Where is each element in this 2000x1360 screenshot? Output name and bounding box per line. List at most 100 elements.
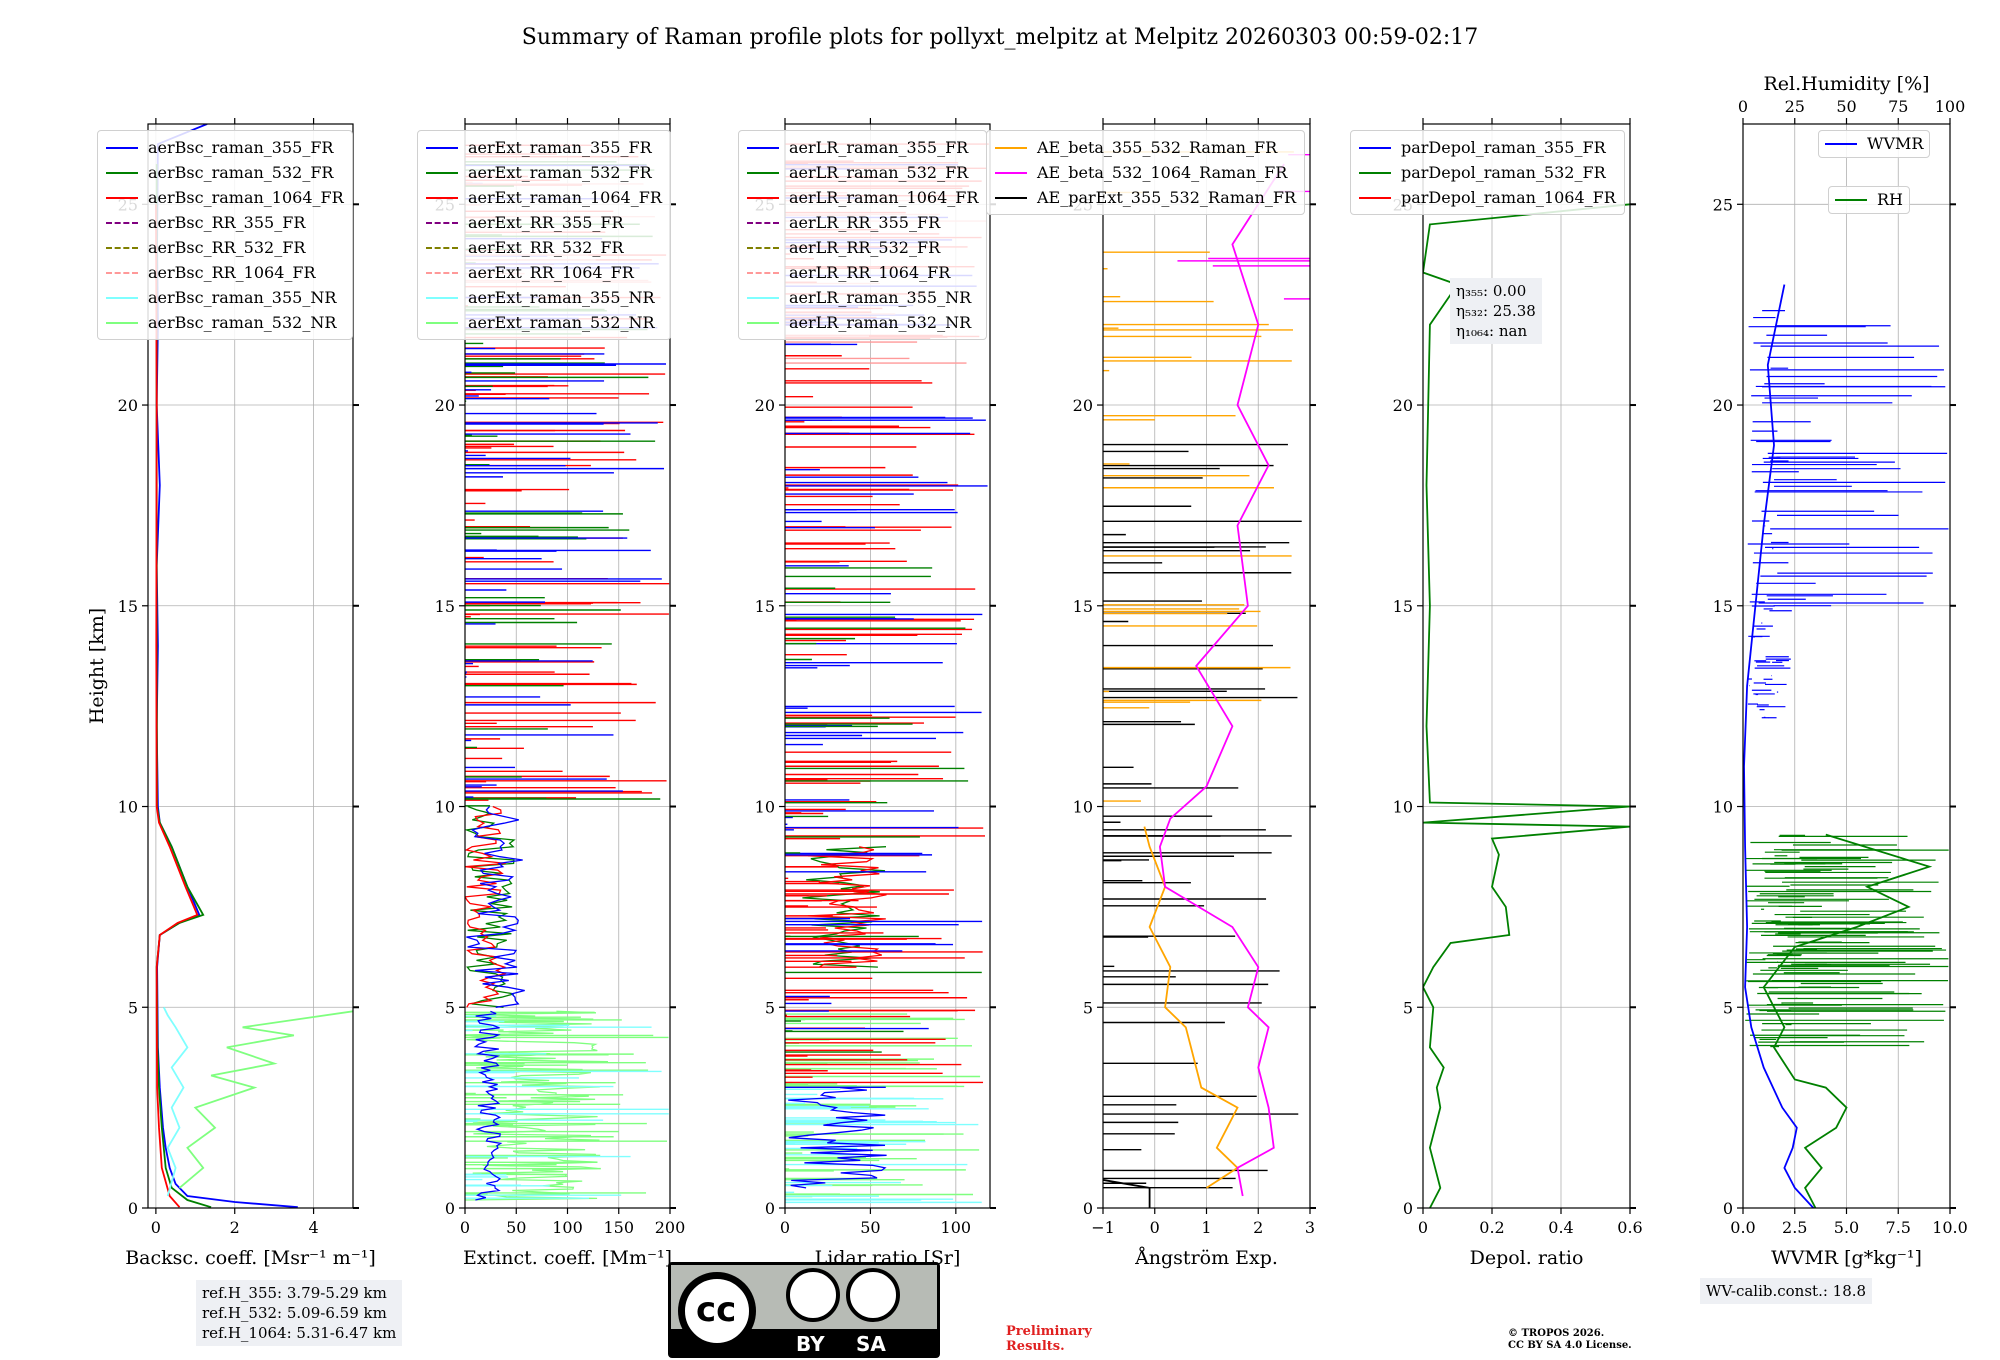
by-label: BY <box>796 1332 825 1356</box>
legend-depol: parDepol_raman_355_FR parDepol_raman_532_… <box>1350 130 1625 215</box>
legend-wvmr: WVMR <box>1818 130 1931 158</box>
legend-label: parDepol_raman_355_FR <box>1401 138 1606 157</box>
x2-tick-label: 25 <box>1785 97 1805 116</box>
y-tick-label: 15 <box>1393 597 1413 616</box>
plot-area-backscatter <box>155 124 353 1208</box>
legend-entry: aerLR_raman_532_NR <box>747 310 978 335</box>
by-person-icon <box>786 1268 840 1322</box>
legend-swatch <box>426 171 458 174</box>
legend-swatch <box>747 221 779 224</box>
legend-entry: aerExt_raman_1064_FR <box>426 185 662 210</box>
legend-entry: aerExt_raman_355_FR <box>426 135 662 160</box>
legend-entry: aerExt_raman_355_NR <box>426 285 662 310</box>
series-aerBsc_raman_1064_FR <box>155 204 199 1208</box>
y-tick-label: 20 <box>755 396 775 415</box>
legend-label: aerLR_raman_532_NR <box>789 313 972 332</box>
legend-label: aerLR_RR_532_FR <box>789 238 941 257</box>
legend-swatch <box>747 246 779 249</box>
legend-entry: aerBsc_raman_355_NR <box>106 285 344 310</box>
x2-tick-label: 100 <box>1935 97 1966 116</box>
x-tick-label: 2.5 <box>1782 1218 1807 1237</box>
x2-tick-label: 75 <box>1888 97 1908 116</box>
y-tick-label: 20 <box>435 396 455 415</box>
legend-entry: parDepol_raman_1064_FR <box>1359 185 1616 210</box>
legend-label: aerBsc_RR_532_FR <box>148 238 306 257</box>
legend-swatch <box>747 146 779 149</box>
legend-label: AE_beta_355_532_Raman_FR <box>1037 138 1278 157</box>
legend-entry: aerLR_raman_532_FR <box>747 160 978 185</box>
legend-entry: AE_beta_355_532_Raman_FR <box>995 135 1296 160</box>
plot-area-depol <box>1423 203 1630 1208</box>
y-tick-label: 0 <box>128 1199 138 1218</box>
x-axis-label-wvmr: WVMR [g*kg⁻¹] <box>1771 1247 1922 1269</box>
legend-swatch <box>106 321 138 324</box>
y-tick-label: 10 <box>1393 798 1413 817</box>
x-tick-label: 200 <box>655 1218 686 1237</box>
legend-label: aerLR_raman_1064_FR <box>789 188 979 207</box>
legend-swatch <box>747 271 779 274</box>
ext-532-fr-mid <box>465 805 516 1008</box>
x-tick-label: 7.5 <box>1886 1218 1911 1237</box>
legend-rh: RH <box>1828 186 1910 214</box>
x-axis-label-backscatter: Backsc. coeff. [Msr⁻¹ m⁻¹] <box>125 1247 376 1269</box>
x-tick-label: 0.6 <box>1617 1218 1642 1237</box>
legend-swatch <box>1359 146 1391 149</box>
legend-lidar-ratio: aerLR_raman_355_FR aerLR_raman_532_FR aerL… <box>738 130 988 340</box>
x-tick-label: 150 <box>603 1218 634 1237</box>
legend-entry: WVMR <box>1825 134 1923 154</box>
y-tick-label: 15 <box>1713 597 1733 616</box>
legend-entry: parDepol_raman_532_FR <box>1359 160 1616 185</box>
series-AE_beta_532_1064_Raman_FR <box>1158 163 1285 1197</box>
y-tick-label: 10 <box>1073 798 1093 817</box>
eta-line: η₁₀₆₄: nan <box>1456 322 1528 340</box>
legend-label: aerBsc_raman_1064_FR <box>148 188 344 207</box>
sa-label: SA <box>856 1332 886 1356</box>
legend-label: aerBsc_raman_532_FR <box>148 163 334 182</box>
legend-entry: aerExt_raman_532_FR <box>426 160 662 185</box>
x-tick-label: 0.0 <box>1730 1218 1755 1237</box>
legend-swatch <box>426 196 458 199</box>
y-tick-label: 0 <box>1083 1199 1093 1218</box>
legend-label: aerBsc_raman_532_NR <box>148 313 337 332</box>
y-tick-label: 20 <box>1073 396 1093 415</box>
legend-entry: AE_beta_532_1064_Raman_FR <box>995 160 1296 185</box>
y-tick-label: 10 <box>1713 798 1733 817</box>
preliminary-line-1: Preliminary <box>1006 1324 1092 1339</box>
legend-label: aerBsc_RR_1064_FR <box>148 263 316 282</box>
legend-label: aerLR_raman_355_FR <box>789 138 969 157</box>
panel-angstrom: −101230510152025Ångström Exp. <box>1073 118 1316 1269</box>
cc-license-badge: cc BY SA <box>668 1262 940 1358</box>
eta-line: η₃₅₅: 0.00 <box>1456 282 1527 300</box>
legend-entry: aerLR_RR_532_FR <box>747 235 978 260</box>
y-tick-label: 5 <box>1723 998 1733 1017</box>
legend-label: AE_parExt_355_532_Raman_FR <box>1037 188 1296 207</box>
legend-swatch <box>106 146 138 149</box>
legend-swatch <box>426 246 458 249</box>
legend-label: WVMR <box>1867 134 1924 153</box>
legend-entry: RH <box>1835 190 1903 210</box>
ext-355-fr-lower <box>473 1010 503 1201</box>
legend-label: aerExt_raman_532_NR <box>468 313 655 332</box>
legend-swatch <box>747 196 779 199</box>
ext-355-fr-mid <box>466 806 525 1008</box>
preliminary-line-2: Results. <box>1006 1339 1065 1354</box>
legend-swatch <box>995 171 1027 174</box>
legend-entry: aerExt_raman_532_NR <box>426 310 662 335</box>
x-tick-label: 50 <box>506 1218 526 1237</box>
legend-swatch <box>426 146 458 149</box>
legend-swatch <box>995 146 1027 149</box>
series-AE_parExt_355_532_Raman_FR <box>1103 1179 1151 1208</box>
y-tick-label: 15 <box>435 597 455 616</box>
legend-entry: aerBsc_RR_355_FR <box>106 210 344 235</box>
legend-extinction: aerExt_raman_355_FR aerExt_raman_532_FR ae… <box>417 130 671 340</box>
legend-entry: aerExt_RR_532_FR <box>426 235 662 260</box>
legend-backscatter: aerBsc_raman_355_FR aerBsc_raman_532_FR ae… <box>97 130 353 340</box>
series-parDepol_raman_532_FR <box>1423 203 1630 1208</box>
legend-swatch <box>995 196 1027 199</box>
legend-entry: AE_parExt_355_532_Raman_FR <box>995 185 1296 210</box>
wv-calib-const: WV-calib.const.: 18.8 <box>1706 1282 1867 1300</box>
x2-tick-label: 50 <box>1836 97 1856 116</box>
legend-swatch <box>747 171 779 174</box>
legend-angstrom: AE_beta_355_532_Raman_FR AE_beta_532_1064… <box>986 130 1305 215</box>
legend-swatch <box>106 196 138 199</box>
